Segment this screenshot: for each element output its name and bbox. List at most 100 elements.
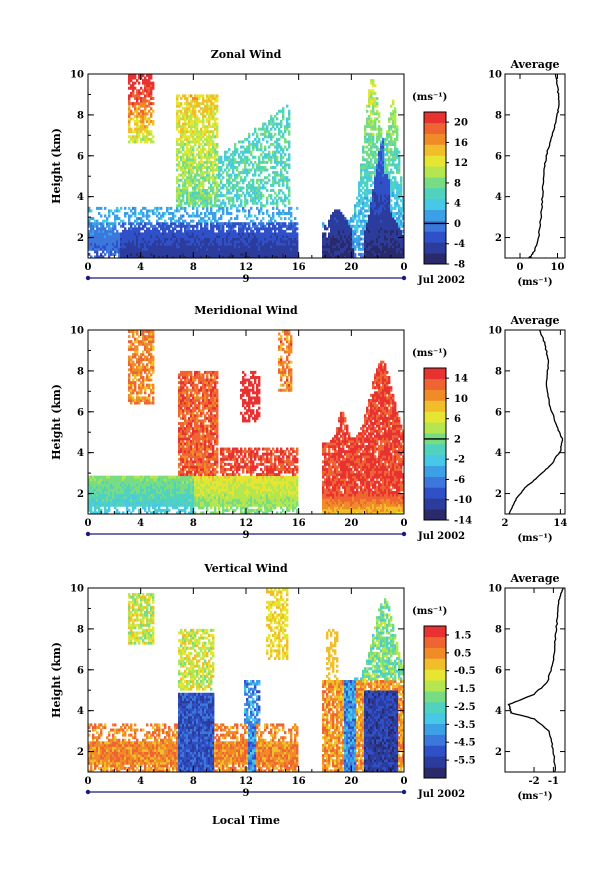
heatmap-cell xyxy=(132,396,135,400)
heatmap-cell xyxy=(392,245,395,249)
heatmap-cell xyxy=(140,227,143,231)
heatmap-cell xyxy=(102,242,105,246)
heatmap-cell xyxy=(192,104,195,108)
heatmap-cell xyxy=(132,84,135,88)
heatmap-cell xyxy=(382,219,385,223)
heatmap-cell xyxy=(214,240,217,244)
heatmap-cell xyxy=(176,245,179,249)
heatmap-cell xyxy=(366,232,369,236)
heatmap-cell xyxy=(160,240,163,244)
heatmap-cell xyxy=(392,132,395,136)
heatmap-cell xyxy=(202,130,205,134)
heatmap-cell xyxy=(322,222,325,226)
heatmap-cell xyxy=(94,250,97,254)
heatmap-cell xyxy=(392,191,395,195)
heatmap-cell xyxy=(400,181,403,185)
heatmap-cell xyxy=(216,181,219,185)
heatmap-cell xyxy=(214,122,217,126)
heatmap-cell xyxy=(96,237,99,241)
heatmap-cell xyxy=(132,342,135,346)
heatmap-cell xyxy=(196,171,199,175)
heatmap-cell xyxy=(260,219,263,223)
heatmap-cell xyxy=(120,252,123,256)
heatmap-cell xyxy=(258,232,261,236)
heatmap-cell xyxy=(88,240,91,244)
heatmap-cell xyxy=(98,508,101,512)
heatmap-cell xyxy=(394,130,397,134)
heatmap-cell xyxy=(116,493,119,497)
heatmap-cell xyxy=(182,245,185,249)
heatmap-cell xyxy=(168,252,171,256)
heatmap-cell xyxy=(386,130,389,134)
heatmap-cell xyxy=(180,235,183,238)
heatmap-cell xyxy=(214,235,217,238)
heatmap-cell xyxy=(96,227,99,231)
heatmap-cell xyxy=(380,255,383,258)
heatmap-cell xyxy=(106,511,109,514)
heatmap-cell xyxy=(116,217,119,221)
heatmap-cell xyxy=(402,206,404,210)
heatmap-cell xyxy=(128,493,131,497)
heatmap-cell xyxy=(228,227,231,231)
heatmap-cell xyxy=(354,212,357,215)
heatmap-cell xyxy=(396,255,399,258)
heatmap-cell xyxy=(280,158,283,162)
heatmap-cell xyxy=(132,485,135,489)
heatmap-cell xyxy=(230,163,233,167)
heatmap-cell xyxy=(196,99,199,103)
heatmap-cell xyxy=(280,145,283,149)
heatmap-cell xyxy=(334,240,337,244)
heatmap-cell xyxy=(388,135,391,139)
heatmap-cell xyxy=(94,219,97,223)
heatmap-cell xyxy=(294,235,297,238)
heatmap-cell xyxy=(240,255,243,258)
heatmap-cell xyxy=(160,232,163,236)
heatmap-cell xyxy=(362,212,365,215)
heatmap-cell xyxy=(270,135,273,139)
heatmap-cell xyxy=(214,112,217,116)
heatmap-cell xyxy=(174,227,177,231)
heatmap-cell xyxy=(178,186,181,190)
heatmap-cell xyxy=(358,199,361,203)
heatmap-cell xyxy=(130,214,133,218)
heatmap-cell xyxy=(386,158,389,162)
heatmap-cell xyxy=(236,166,239,169)
heatmap-cell xyxy=(370,229,373,233)
heatmap-cell xyxy=(294,227,297,231)
heatmap-cell xyxy=(382,186,385,190)
heatmap-cell xyxy=(368,219,371,223)
heatmap-cell xyxy=(132,501,135,505)
heatmap-cell xyxy=(376,242,379,246)
heatmap-cell xyxy=(184,209,187,213)
heatmap-cell xyxy=(242,191,245,195)
heatmap-cell xyxy=(176,224,179,228)
heatmap-cell xyxy=(394,153,397,157)
heatmap-cell xyxy=(232,150,235,154)
heatmap-cell xyxy=(218,199,221,203)
heatmap-cell xyxy=(270,229,273,233)
heatmap-cell xyxy=(202,94,205,98)
heatmap-cell xyxy=(372,163,375,167)
heatmap-cell xyxy=(340,232,343,236)
heatmap-cell xyxy=(282,135,285,139)
heatmap-cell xyxy=(388,199,391,203)
heatmap-cell xyxy=(254,199,257,203)
heatmap-cell xyxy=(262,237,265,241)
heatmap-cell xyxy=(154,240,157,244)
heatmap-cell xyxy=(188,166,191,169)
heatmap-cell xyxy=(104,480,107,484)
heatmap-cell xyxy=(230,235,233,238)
heatmap-cell xyxy=(200,222,203,226)
heatmap-cell xyxy=(248,212,251,215)
heatmap-cell xyxy=(198,199,201,203)
heatmap-cell xyxy=(394,178,397,182)
heatmap-cell xyxy=(166,227,169,231)
heatmap-cell xyxy=(108,222,111,226)
heatmap-cell xyxy=(356,240,359,244)
heatmap-cell xyxy=(390,153,393,157)
heatmap-cell xyxy=(118,503,121,507)
heatmap-cell xyxy=(128,360,131,364)
heatmap-cell xyxy=(386,183,389,187)
heatmap-cell xyxy=(382,171,385,175)
heatmap-cell xyxy=(396,148,399,152)
